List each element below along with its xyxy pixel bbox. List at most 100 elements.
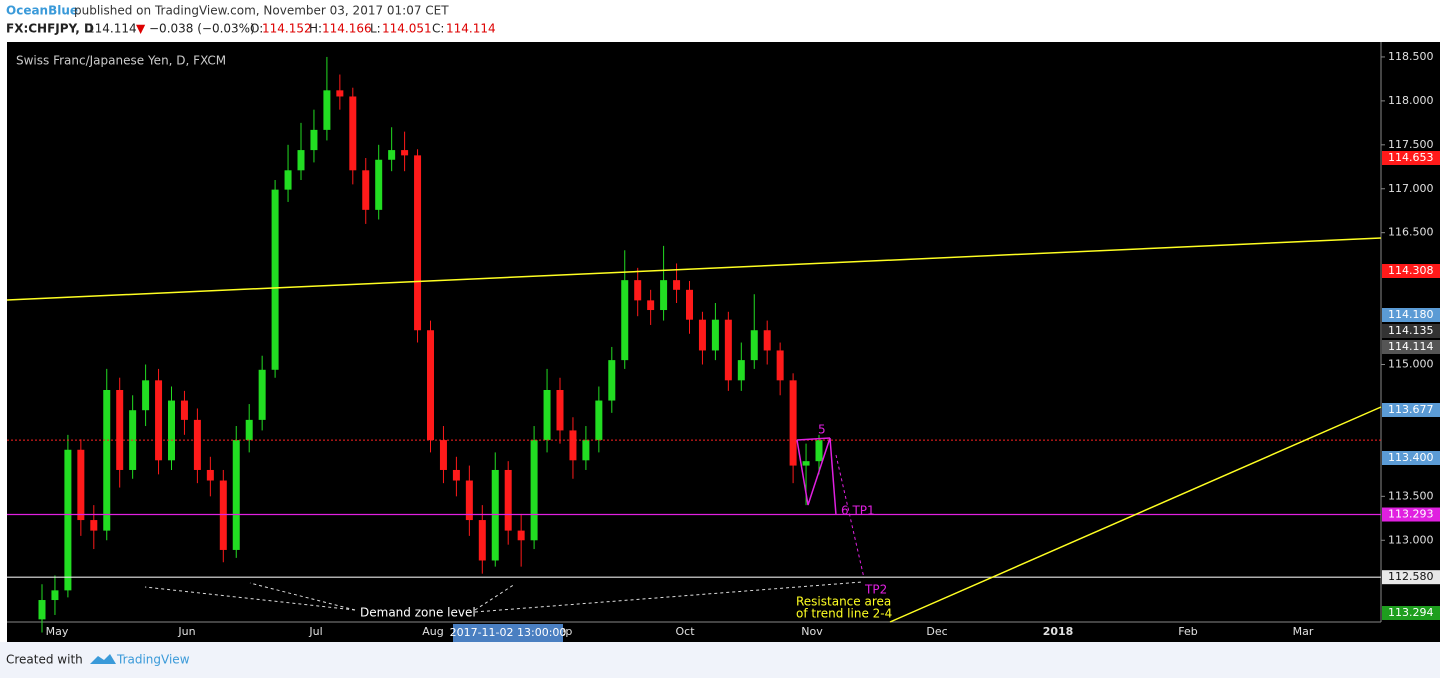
level-marker <box>1382 507 1440 522</box>
candle-body <box>698 319 706 351</box>
price-marker <box>1382 264 1440 278</box>
footer-created: Created with <box>6 653 83 667</box>
price-marker <box>1382 151 1440 165</box>
symbol: FX:CHFJPY, D <box>6 22 94 36</box>
price-marker-label: 114.308 <box>1388 264 1434 277</box>
candle-body <box>686 289 693 320</box>
candle-body <box>427 330 434 441</box>
candle-body <box>439 440 447 470</box>
candle-body <box>362 170 370 210</box>
c-value: 114.114 <box>446 22 496 36</box>
demand-pointer <box>144 586 356 611</box>
header-bg <box>0 0 1440 42</box>
price-marker-label: 113.400 <box>1388 451 1434 464</box>
level-label: 113.293 <box>1388 508 1434 521</box>
candle-body <box>776 350 784 381</box>
price-marker-label: 114.653 <box>1388 151 1434 164</box>
candle-body <box>414 155 422 331</box>
candle-body <box>193 419 201 470</box>
candle-body <box>582 440 590 461</box>
candle-body <box>789 380 797 466</box>
y-tick-label: 115.000 <box>1388 358 1434 371</box>
candle-body <box>504 469 512 531</box>
candle-body <box>180 400 188 420</box>
footer-logo <box>90 654 116 664</box>
demand-pointer <box>249 582 356 611</box>
candle-body <box>802 461 810 466</box>
footer-brand[interactable]: TradingView <box>116 653 190 667</box>
candle-body <box>51 590 59 601</box>
candle-body <box>38 600 46 620</box>
annotation: Demand zone level <box>360 606 476 620</box>
pattern-line <box>796 437 837 516</box>
annotation: TP2 <box>864 583 887 597</box>
x-tick-label: 2018 <box>1043 625 1074 638</box>
change: −0.038 (−0.03%) <box>149 22 255 36</box>
x-tick-label: Oct <box>675 625 695 638</box>
crosshair-label: 2017-11-02 13:00:00 <box>450 626 567 639</box>
pattern-line <box>796 437 831 441</box>
candle-body <box>310 129 318 151</box>
candle-body <box>271 189 279 370</box>
candle-body <box>349 96 357 171</box>
candle-body <box>530 440 538 541</box>
x-tick-label: Nov <box>801 625 823 638</box>
candle-body <box>724 319 732 381</box>
h-value: 114.166 <box>322 22 372 36</box>
annotation: 6 TP1 <box>841 504 875 518</box>
candle-body <box>711 319 719 351</box>
candle-body <box>660 280 668 311</box>
x-tick-label: Feb <box>1178 625 1197 638</box>
x-tick-label: Jun <box>177 625 195 638</box>
price-marker <box>1382 403 1440 417</box>
l-label: L: <box>370 22 381 36</box>
candle-body <box>401 150 409 156</box>
candle-body <box>452 469 460 481</box>
candle-body <box>478 520 486 561</box>
candle-body <box>569 430 577 461</box>
crosshair-box <box>453 624 563 642</box>
candle-body <box>763 330 771 351</box>
candle-body <box>556 390 564 431</box>
chart-bg <box>7 42 1440 642</box>
candle-body <box>543 390 551 441</box>
candle-body <box>595 400 603 441</box>
candle-body <box>206 469 214 481</box>
candle-body <box>245 419 253 441</box>
candle-body <box>116 390 124 470</box>
price-marker <box>1382 308 1440 322</box>
price-marker <box>1382 324 1440 338</box>
y-tick-label: 117.000 <box>1388 182 1434 195</box>
author[interactable]: OceanBlue <box>6 4 78 18</box>
last-price: 114.114 <box>87 22 137 36</box>
plot <box>7 56 1381 633</box>
h-label: H: <box>309 22 322 36</box>
candle-body <box>621 280 629 361</box>
x-tick-label: Mar <box>1293 625 1314 638</box>
x-tick-label: Jul <box>308 625 322 638</box>
candle-body <box>608 360 616 401</box>
price-marker <box>1382 606 1440 620</box>
y-tick-label: 118.000 <box>1388 94 1434 107</box>
candle-body <box>491 469 499 561</box>
footer-bg <box>0 642 1440 678</box>
candle-body <box>64 449 72 591</box>
candle-body <box>750 330 758 361</box>
candle-body <box>737 360 745 381</box>
trend-line <box>889 406 1382 623</box>
y-tick-label: 113.000 <box>1388 533 1434 546</box>
price-marker-label: 114.135 <box>1388 324 1434 337</box>
demand-pointer <box>474 583 516 611</box>
x-tick-label: Dec <box>926 625 947 638</box>
candle-body <box>815 440 823 462</box>
price-marker <box>1382 340 1440 354</box>
o-value: 114.152 <box>262 22 312 36</box>
c-label: C: <box>432 22 444 36</box>
candle-body <box>336 90 344 97</box>
annotation: Resistance area <box>796 595 891 609</box>
candle-body <box>142 380 150 411</box>
x-tick-label: Aug <box>422 625 443 638</box>
candle-body <box>258 369 266 420</box>
candle-body <box>375 159 383 210</box>
